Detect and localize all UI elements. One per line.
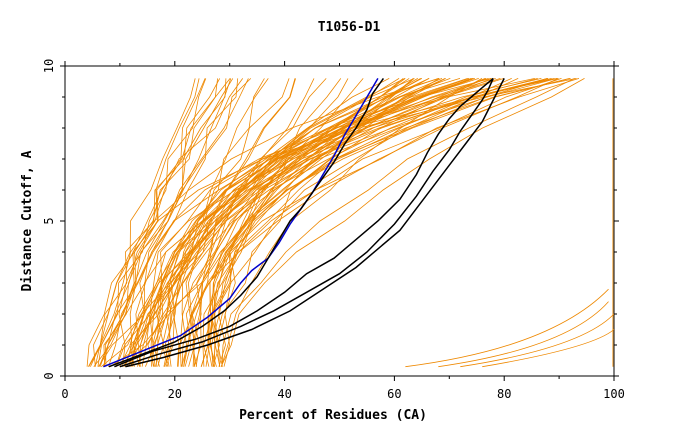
- model-curve-42: [181, 78, 430, 367]
- model-curve-43: [205, 78, 446, 367]
- model-curve-76: [156, 78, 479, 367]
- model-curve-13: [103, 78, 227, 367]
- x-axis-title: Percent of Residues (CA): [239, 408, 427, 423]
- y-tick-label-1: 5: [42, 217, 56, 224]
- model-curve-82: [209, 78, 414, 367]
- series-line-0: [103, 78, 379, 368]
- model-curve-8: [90, 78, 218, 367]
- chart-title: T1056-D1: [318, 20, 381, 35]
- model-curve-60: [185, 78, 439, 367]
- model-curves: [86, 78, 615, 368]
- model-curve-25: [145, 78, 406, 367]
- model-curve-12: [94, 78, 221, 367]
- model-curve-66: [118, 78, 577, 367]
- model-curve-84: [405, 288, 609, 368]
- model-curve-83: [220, 78, 585, 367]
- series-line-2: [114, 77, 494, 368]
- axis-ticks: 0 20 40 60 80 100 0 5 10: [42, 59, 625, 401]
- model-curve-85: [438, 301, 609, 368]
- model-curve-75: [147, 78, 390, 367]
- model-curve-63: [141, 78, 558, 367]
- model-curve-80: [153, 78, 475, 367]
- y-tick-label-0: 0: [42, 372, 56, 379]
- model-curve-67: [135, 78, 535, 367]
- y-tick-label-2: 10: [42, 59, 56, 73]
- model-curve-62: [223, 78, 419, 367]
- series-line-3: [119, 78, 494, 368]
- model-curve-49: [200, 78, 580, 367]
- model-curve-36: [191, 78, 415, 367]
- x-tick-label-5: 100: [603, 387, 625, 401]
- x-tick-label-0: 0: [61, 387, 68, 401]
- x-tick-label-4: 80: [497, 387, 511, 401]
- x-tick-label-3: 60: [387, 387, 401, 401]
- model-curve-87: [482, 329, 615, 368]
- model-curve-44: [218, 78, 571, 367]
- model-curve-65: [149, 78, 492, 367]
- model-curve-70: [179, 78, 410, 367]
- series-line-1: [108, 77, 385, 368]
- y-axis-title: Distance Cutoff, A: [20, 150, 35, 291]
- series-line-4: [125, 78, 505, 368]
- model-curve-28: [217, 78, 519, 367]
- model-curve-16: [98, 78, 296, 367]
- model-curve-3: [88, 78, 231, 367]
- model-curve-81: [164, 78, 406, 367]
- model-curve-26: [221, 78, 575, 367]
- x-tick-label-2: 40: [277, 387, 291, 401]
- model-curve-10: [88, 78, 249, 367]
- model-curve-40: [181, 78, 562, 367]
- highlight-curves: [103, 77, 505, 368]
- model-curve-78: [124, 78, 440, 367]
- model-curve-47: [209, 78, 489, 367]
- model-curve-74: [207, 78, 472, 367]
- model-curve-86: [460, 313, 615, 368]
- model-curve-22: [123, 78, 349, 367]
- x-tick-label-1: 20: [168, 387, 182, 401]
- model-curve-77: [139, 78, 440, 367]
- model-curve-41: [177, 78, 559, 367]
- model-curve-72: [132, 78, 555, 367]
- model-curve-56: [163, 78, 558, 367]
